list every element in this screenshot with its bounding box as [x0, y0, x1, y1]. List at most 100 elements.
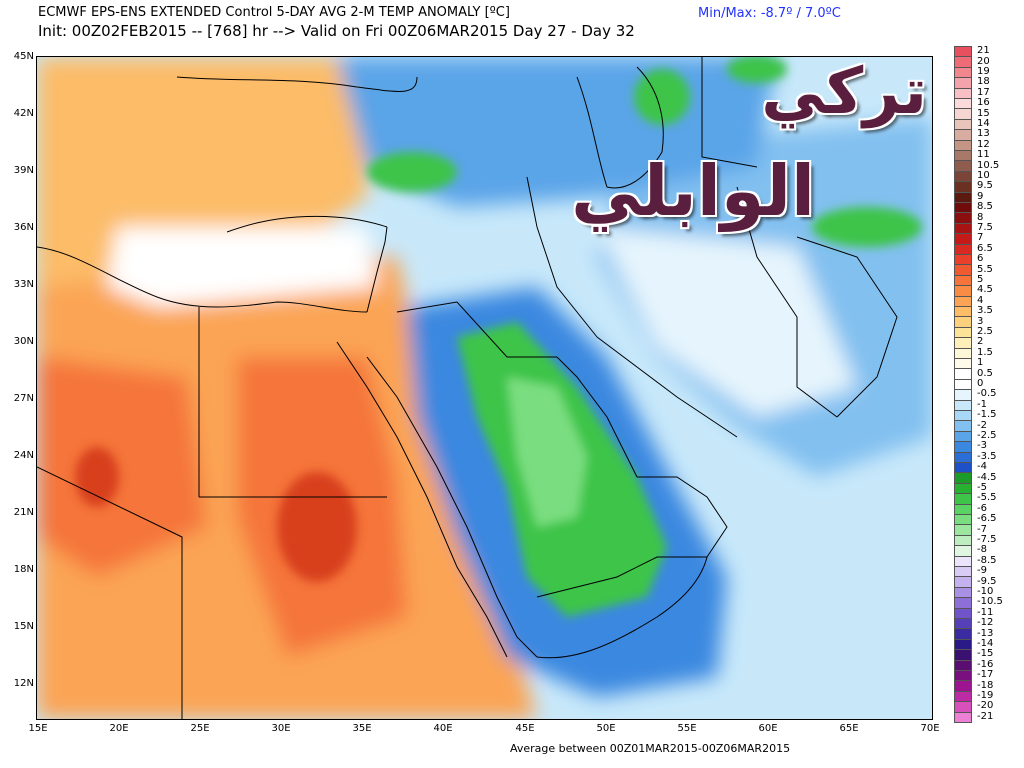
border-afghan-pak [796, 236, 898, 418]
colorbar-label: -11 [977, 606, 994, 618]
colorbar-label: 0.5 [977, 367, 993, 379]
colorbar-label: -6.5 [977, 513, 997, 525]
colorbar-label: 1 [977, 357, 984, 369]
colorbar-label: 5.5 [977, 263, 993, 275]
chart-title: ECMWF EPS-ENS EXTENDED Control 5-DAY AVG… [38, 5, 510, 20]
field-warm-peak-chad [75, 447, 119, 507]
coast-black-sea [176, 76, 418, 92]
colorbar-label: 0 [977, 378, 984, 389]
colorbar-label: 17 [977, 86, 990, 98]
coast-turkey-south [226, 215, 388, 233]
coast-gulf-west [556, 356, 638, 478]
colorbar-label: 14 [977, 118, 990, 129]
colorbar-label: 20 [977, 55, 990, 67]
lat-label: 15N [13, 621, 34, 632]
lon-label: 65E [839, 723, 859, 734]
lat-label: 24N [13, 450, 34, 461]
colorbar-label: -1 [977, 398, 987, 410]
colorbar-label: 7.5 [977, 222, 993, 233]
colorbar-label: 9 [977, 190, 984, 202]
colorbar-label: 5 [977, 274, 984, 285]
colorbar-label: 3 [977, 315, 984, 327]
colorbar-label: 11 [977, 149, 990, 161]
colorbar-label: -20 [977, 700, 994, 712]
lat-label: 42N [13, 108, 34, 119]
lat-label: 45N [13, 51, 34, 62]
border-iraq-iran [526, 176, 598, 338]
field-green-arabia-light [507, 377, 587, 527]
colorbar-label: -4 [977, 461, 987, 473]
coast-gulf-east [596, 336, 738, 438]
colorbar-label: -21 [977, 710, 994, 722]
colorbar-label: 9.5 [977, 180, 993, 192]
coast-arabia-south [536, 556, 708, 659]
colorbar-label: 13 [977, 128, 990, 140]
colorbar-label: -7 [977, 523, 987, 535]
lon-label: 30E [271, 723, 291, 734]
colorbar-label: 3.5 [977, 305, 993, 317]
colorbar-label: 6 [977, 253, 984, 265]
colorbar-label: 1.5 [977, 346, 993, 358]
colorbar-label: 8 [977, 211, 984, 223]
average-period-footer: Average between 00Z01MAR2015-00Z06MAR201… [510, 742, 791, 755]
lon-label: 55E [677, 723, 697, 734]
anomaly-map [36, 56, 933, 720]
colorbar-label: -3 [977, 440, 987, 452]
colorbar-label: -8 [977, 544, 987, 556]
colorbar-label: 2.5 [977, 326, 993, 337]
colorbar-label: 7 [977, 232, 984, 244]
border-iran-east [736, 186, 838, 418]
colorbar-label: -4.5 [977, 471, 997, 483]
colorbar-label: -1.5 [977, 409, 997, 421]
lat-label: 36N [13, 222, 34, 233]
border-chad [37, 466, 183, 719]
colorbar-label: -5 [977, 482, 987, 493]
colorbar-label: -0.5 [977, 388, 997, 400]
colorbar-label: -18 [977, 679, 994, 691]
lon-label: 15E [28, 723, 48, 734]
coastlines [37, 57, 898, 719]
field-green-afghan [812, 207, 922, 247]
colorbar-label: -8.5 [977, 554, 997, 566]
border-saudi-north [396, 301, 557, 358]
border-kazakh [701, 57, 758, 168]
lon-label: 50E [596, 723, 616, 734]
lon-label: 45E [515, 723, 535, 734]
coast-med-south [37, 246, 368, 313]
colorbar-label: -3.5 [977, 450, 997, 462]
lon-label: 20E [109, 723, 129, 734]
lon-label: 40E [433, 723, 453, 734]
colorbar-label: 19 [977, 66, 990, 77]
colorbar-label: 4.5 [977, 284, 993, 296]
lon-label: 35E [352, 723, 372, 734]
field-warm-core-chad [37, 357, 207, 577]
colorbar-label: -17 [977, 669, 994, 681]
colorbar-label: -9 [977, 565, 987, 577]
colorbar-label: 6.5 [977, 242, 993, 254]
colorbar-label: 10 [977, 170, 990, 181]
init-valid-subtitle: Init: 00Z02FEB2015 -- [768] hr --> Valid… [38, 22, 635, 40]
colorbar-label: -16 [977, 658, 994, 670]
field-green-caspian-north [634, 69, 690, 125]
colorbar-label: -7.5 [977, 534, 997, 545]
lat-label: 39N [13, 165, 34, 176]
colorbar-label: 16 [977, 97, 990, 109]
border-saudi-yemen [536, 556, 707, 598]
colorbar-cell [954, 711, 972, 723]
lon-label: 70E [920, 723, 940, 734]
field-warm-peak-sudan [277, 472, 357, 582]
colorbar-label: -9.5 [977, 575, 997, 587]
colorbar-label: 10.5 [977, 159, 1000, 171]
field-neutral-med [107, 227, 377, 307]
colorbar-label: -10 [977, 586, 994, 597]
colorbar-label: 2 [977, 336, 984, 348]
coast-red-sea-west [336, 341, 508, 658]
lat-label: 27N [13, 393, 34, 404]
lon-label: 60E [758, 723, 778, 734]
colorbar-label: -12 [977, 617, 994, 629]
colorbar-label: 4 [977, 294, 984, 306]
colorbar-label: -2 [977, 419, 987, 431]
colorbar-label: 15 [977, 107, 990, 119]
min-max-readout: Min/Max: -8.7º / 7.0ºC [698, 6, 841, 21]
colorbar-label: 8.5 [977, 201, 993, 213]
